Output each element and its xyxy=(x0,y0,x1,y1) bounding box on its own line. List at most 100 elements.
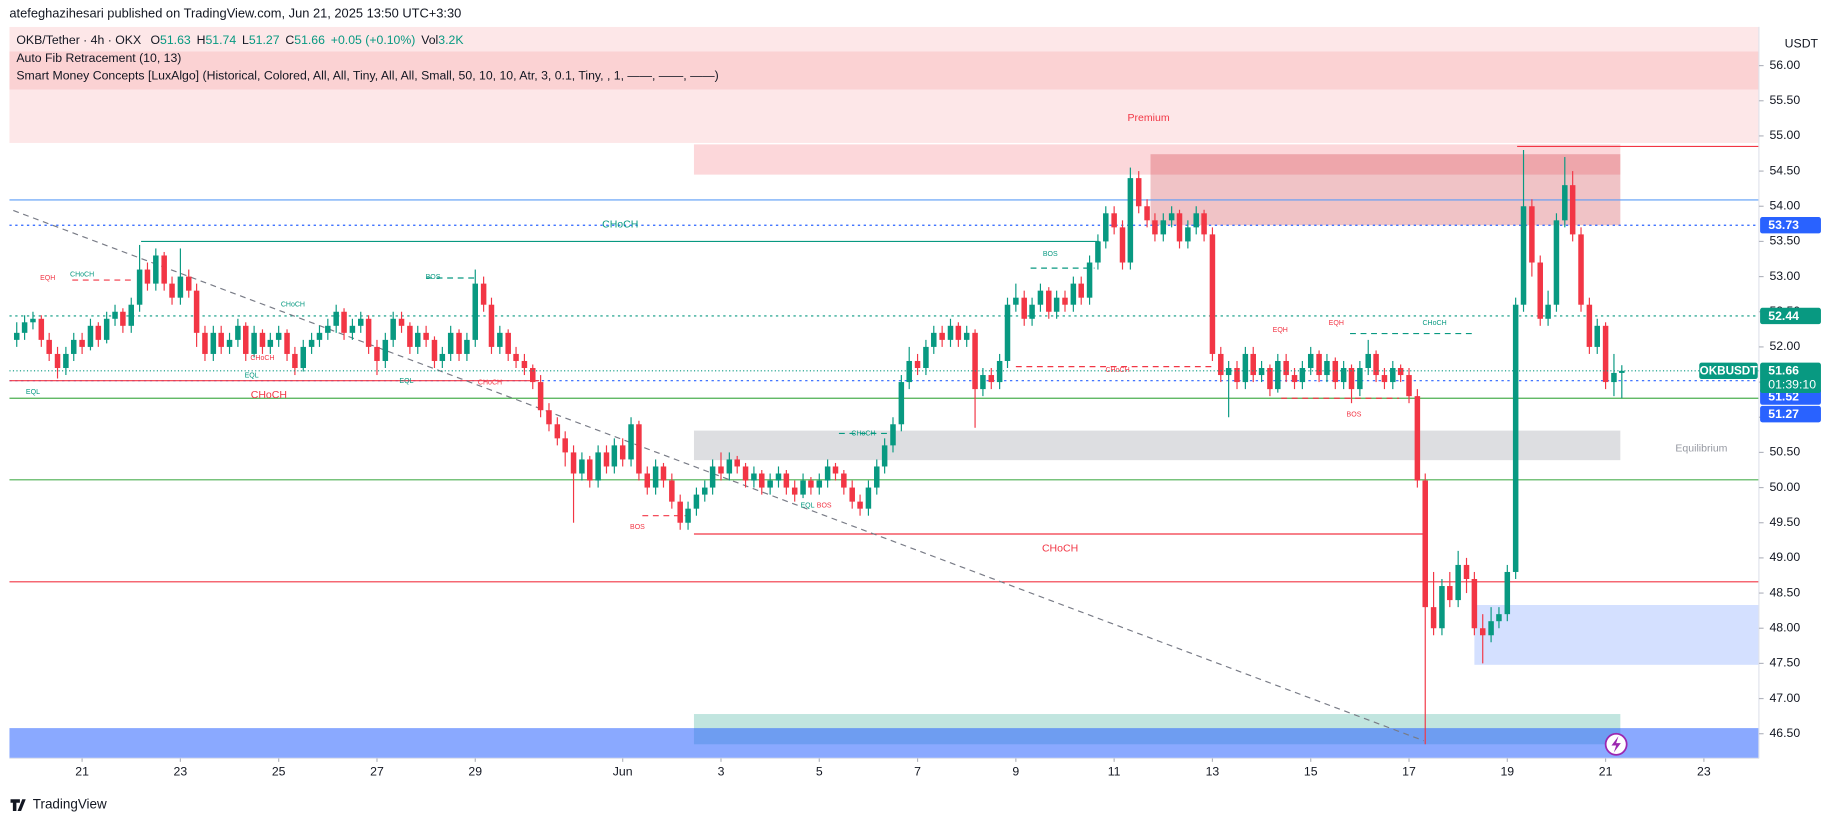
candle-body xyxy=(447,332,454,354)
candle-body xyxy=(1562,185,1568,221)
candle-body xyxy=(210,332,217,354)
x-tick-label: 3 xyxy=(718,765,725,779)
candle-body xyxy=(1275,360,1281,390)
candle-body xyxy=(947,325,954,340)
x-tick-label: 23 xyxy=(1697,765,1711,779)
candle-body xyxy=(874,466,880,488)
candle-body xyxy=(513,353,519,361)
candle-body xyxy=(775,473,782,481)
annotation: BOS xyxy=(426,274,441,281)
candle-body xyxy=(431,339,438,361)
candle-body xyxy=(1439,586,1445,629)
candle-body xyxy=(1471,578,1478,629)
candle-body xyxy=(1390,368,1396,383)
candle-body xyxy=(1332,360,1339,383)
candle-body xyxy=(153,255,159,284)
candle-body xyxy=(1324,360,1330,376)
annotation: CHoCH xyxy=(281,302,305,309)
candle-body xyxy=(112,311,118,319)
candle-body xyxy=(579,459,585,474)
candle-body xyxy=(505,332,511,354)
price-tag-label: 53.73 xyxy=(1768,218,1799,232)
candle-body xyxy=(488,304,495,347)
legend-item: 51.74 xyxy=(205,33,236,47)
candle-body xyxy=(521,360,528,369)
annotation: EQL xyxy=(399,378,413,385)
plot-area: Premium Equilibrium CHoCH CHoCH CHoCH EQH CHoC… xyxy=(9,26,1759,759)
x-tick-label: 15 xyxy=(1304,765,1318,779)
y-tick-label: 48.50 xyxy=(1769,585,1800,599)
candle-body xyxy=(103,318,110,340)
candle-body xyxy=(530,368,536,383)
zone xyxy=(1150,154,1621,226)
candle-body xyxy=(177,276,184,298)
candle-body xyxy=(300,346,307,369)
candle-body xyxy=(808,480,814,488)
candle-body xyxy=(587,459,593,481)
candle-body xyxy=(718,466,724,474)
candle-body xyxy=(726,459,733,474)
candle-body xyxy=(456,332,462,354)
candle-body xyxy=(1013,297,1019,305)
indicator-label: Smart Money Concepts [LuxAlgo] (Historic… xyxy=(16,68,718,82)
annotation: CHoCH xyxy=(851,430,875,437)
annotation: CHoCH xyxy=(251,389,287,401)
candle-body xyxy=(292,353,298,369)
candle-body xyxy=(21,322,28,333)
x-tick-label: 23 xyxy=(174,765,188,779)
candle-body xyxy=(79,339,85,347)
x-tick-label: 19 xyxy=(1500,765,1514,779)
candle-body xyxy=(1447,586,1453,601)
y-tick-label: 54.50 xyxy=(1769,163,1800,177)
candle-body xyxy=(1185,227,1191,242)
legend-item: +0.05 (+0.10%) xyxy=(331,33,416,47)
candle-body xyxy=(1397,368,1404,376)
legend-item: 51.66 xyxy=(294,33,325,47)
candle-body xyxy=(800,480,806,495)
candle-body xyxy=(1135,178,1142,207)
legend-item: 51.27 xyxy=(249,33,280,47)
candle-body xyxy=(1078,283,1084,298)
candle-body xyxy=(603,452,610,467)
candle-body xyxy=(857,501,863,509)
price-tag-label: 51.27 xyxy=(1768,407,1799,421)
y-tick-label: 50.00 xyxy=(1769,480,1800,494)
brand-logo xyxy=(10,799,26,811)
price-tag xyxy=(1760,217,1821,234)
candle-body xyxy=(562,438,568,453)
candle-body xyxy=(439,353,446,361)
candle-body xyxy=(1545,304,1551,319)
candle-body xyxy=(1602,325,1609,383)
symbol-tag-label: OKBUSDT xyxy=(1700,365,1759,378)
candle-body xyxy=(284,332,290,354)
indicator-label: Auto Fib Retracement (10, 13) xyxy=(16,51,181,65)
candle-body xyxy=(1053,297,1060,312)
candle-body xyxy=(1095,241,1101,263)
legend-item: H xyxy=(197,33,206,47)
brand-name: TradingView xyxy=(33,797,107,812)
candle-body xyxy=(308,339,315,347)
candle-body xyxy=(1406,375,1412,397)
candle-body xyxy=(275,332,282,340)
y-tick-label: 53.50 xyxy=(1769,234,1800,248)
x-tick-label: 21 xyxy=(75,765,89,779)
candle-body xyxy=(972,332,978,390)
candle-body xyxy=(1594,325,1600,347)
candle-body xyxy=(816,480,823,488)
annotation: EQL xyxy=(245,373,259,380)
candle-body xyxy=(669,480,675,502)
candle-body xyxy=(95,325,102,340)
y-tick-label: 50.50 xyxy=(1769,445,1800,459)
candle-body xyxy=(554,424,561,439)
candle-body xyxy=(120,311,126,326)
candle-body xyxy=(1062,297,1068,305)
y-tick-label: 55.00 xyxy=(1769,128,1800,142)
candle-body xyxy=(1348,368,1355,390)
candle-body xyxy=(325,325,331,333)
annotation: EQH xyxy=(1273,327,1288,334)
candle-body xyxy=(759,473,765,488)
candle-body xyxy=(849,487,855,502)
x-tick-label: 9 xyxy=(1012,765,1019,779)
candle-body xyxy=(1422,480,1428,608)
